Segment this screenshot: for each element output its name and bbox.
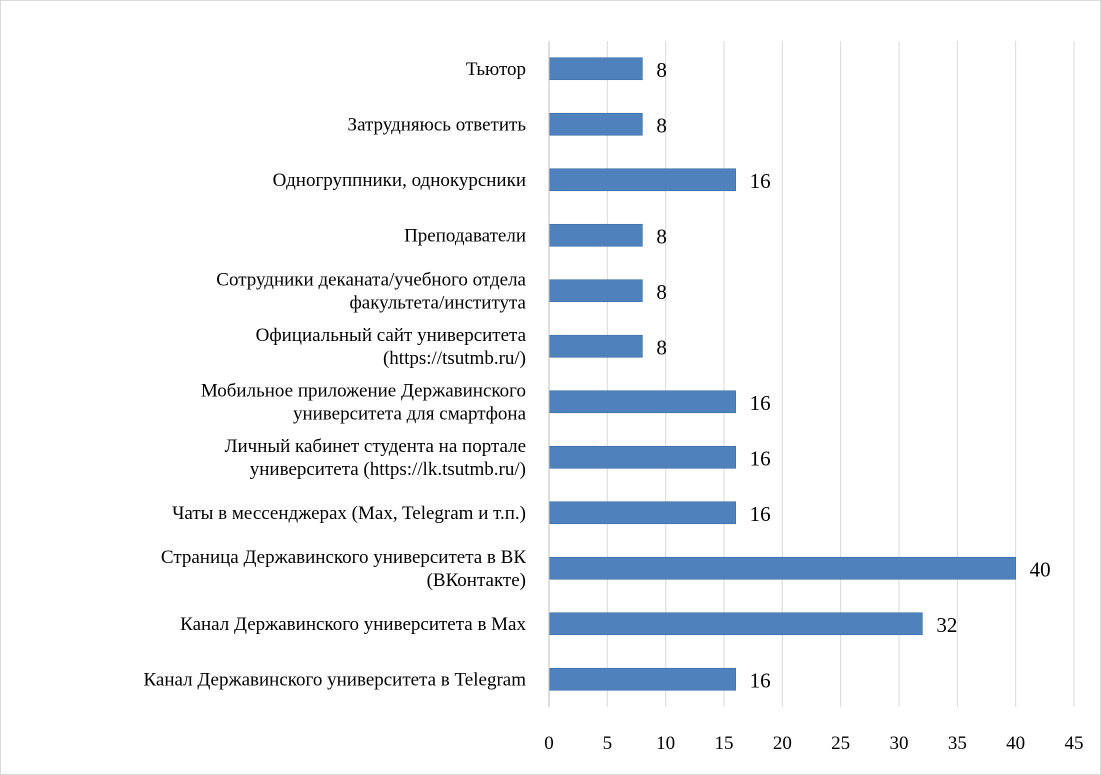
bar bbox=[548, 112, 643, 136]
x-tick-label: 0 bbox=[544, 733, 554, 754]
data-label: 8 bbox=[656, 224, 667, 248]
category-label: Страница Державинского университета в ВК… bbox=[161, 547, 526, 591]
data-label: 40 bbox=[1030, 557, 1051, 581]
bar bbox=[548, 501, 736, 525]
bar bbox=[548, 390, 736, 414]
bar bbox=[548, 445, 736, 469]
data-labels: 8 8 16 8 8 8 16 16 16 40 32 16 bbox=[656, 58, 1050, 693]
data-label: 16 bbox=[750, 502, 771, 526]
data-label: 16 bbox=[750, 668, 771, 692]
category-label: Канал Державинского университета в Max bbox=[180, 614, 526, 635]
category-label: Официальный сайт университета (https://ts… bbox=[256, 325, 527, 369]
category-label: Чаты в мессенджерах (Max, Telegram и т.п… bbox=[172, 503, 526, 524]
category-label: Мобильное приложение Державинского универ… bbox=[201, 380, 527, 424]
category-label: Тьютор bbox=[466, 59, 526, 80]
bar bbox=[548, 223, 643, 247]
category-label: Личный кабинет студента на портале универ… bbox=[225, 436, 526, 480]
x-tick-label: 45 bbox=[1065, 733, 1084, 754]
x-tick-labels: 0 5 10 15 20 25 30 35 40 45 bbox=[544, 733, 1083, 754]
category-label: Преподаватели bbox=[404, 225, 526, 246]
x-tick-label: 5 bbox=[603, 733, 613, 754]
data-label: 8 bbox=[656, 280, 667, 304]
category-label: Канал Державинского университета в Teleg… bbox=[144, 669, 527, 690]
x-tick-label: 25 bbox=[831, 733, 850, 754]
x-tick-label: 15 bbox=[715, 733, 734, 754]
bar bbox=[548, 279, 643, 303]
category-labels: Тьютор Затрудняюсь ответить Одногруппники,… bbox=[144, 59, 527, 691]
data-label: 8 bbox=[656, 58, 667, 82]
bar bbox=[548, 334, 643, 358]
data-label: 16 bbox=[750, 169, 771, 193]
category-label: Одногруппники, однокурсники bbox=[273, 170, 526, 191]
bar bbox=[548, 556, 1016, 580]
x-tick-label: 20 bbox=[773, 733, 792, 754]
x-tick-label: 35 bbox=[948, 733, 967, 754]
category-label: Затрудняюсь ответить bbox=[348, 114, 527, 135]
data-label: 16 bbox=[750, 446, 771, 470]
data-label: 32 bbox=[936, 613, 957, 637]
data-label: 8 bbox=[656, 335, 667, 359]
gridlines bbox=[606, 41, 1075, 707]
bar bbox=[548, 168, 736, 192]
data-label: 16 bbox=[750, 391, 771, 415]
bar bbox=[548, 612, 923, 636]
x-tick-label: 40 bbox=[1006, 733, 1025, 754]
x-tick-label: 30 bbox=[890, 733, 909, 754]
bar bbox=[548, 57, 643, 81]
bar bbox=[548, 667, 736, 691]
category-label: Сотрудники деканата/учебного отдела факул… bbox=[216, 269, 526, 313]
x-tick-label: 10 bbox=[656, 733, 675, 754]
data-label: 8 bbox=[656, 113, 667, 137]
